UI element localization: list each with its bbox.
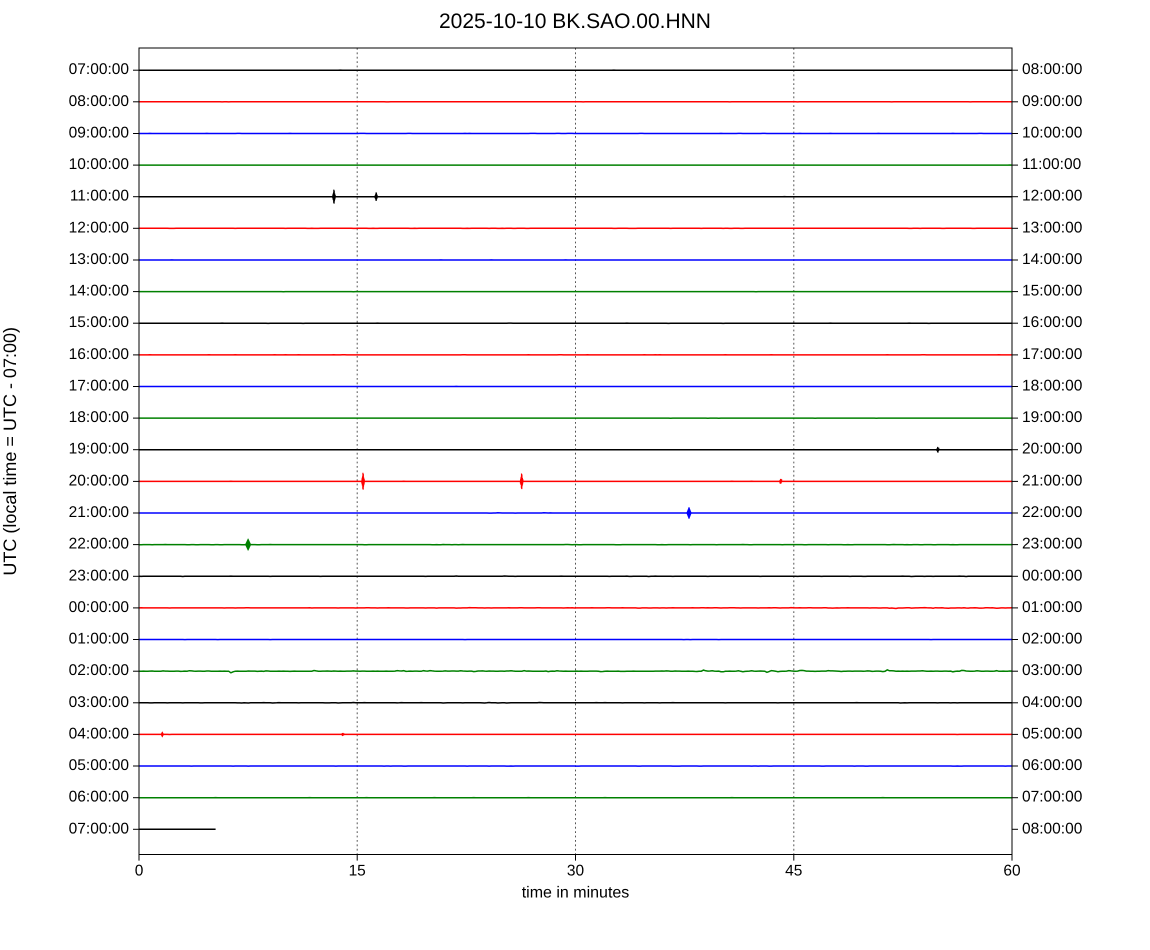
svg-text:13:00:00: 13:00:00	[1022, 219, 1083, 236]
svg-text:17:00:00: 17:00:00	[69, 378, 130, 395]
svg-text:09:00:00: 09:00:00	[69, 125, 130, 142]
svg-text:18:00:00: 18:00:00	[69, 409, 130, 426]
svg-text:20:00:00: 20:00:00	[1022, 441, 1083, 458]
svg-text:05:00:00: 05:00:00	[1022, 725, 1083, 742]
svg-text:23:00:00: 23:00:00	[1022, 536, 1083, 553]
svg-text:45: 45	[785, 863, 802, 880]
svg-text:time in minutes: time in minutes	[522, 885, 630, 902]
svg-text:30: 30	[567, 863, 585, 880]
svg-text:10:00:00: 10:00:00	[69, 156, 130, 173]
svg-text:12:00:00: 12:00:00	[69, 219, 130, 236]
svg-text:19:00:00: 19:00:00	[1022, 409, 1083, 426]
svg-text:07:00:00: 07:00:00	[69, 820, 130, 837]
svg-text:60: 60	[1003, 863, 1021, 880]
svg-text:20:00:00: 20:00:00	[69, 472, 130, 489]
svg-text:11:00:00: 11:00:00	[70, 188, 130, 205]
svg-text:11:00:00: 11:00:00	[1022, 156, 1082, 173]
svg-text:03:00:00: 03:00:00	[1022, 662, 1083, 679]
svg-text:00:00:00: 00:00:00	[69, 599, 130, 616]
svg-text:04:00:00: 04:00:00	[1022, 694, 1083, 711]
svg-text:23:00:00: 23:00:00	[69, 567, 130, 584]
svg-text:07:00:00: 07:00:00	[1022, 789, 1083, 806]
svg-text:02:00:00: 02:00:00	[69, 662, 130, 679]
svg-text:06:00:00: 06:00:00	[1022, 757, 1083, 774]
svg-text:22:00:00: 22:00:00	[69, 536, 130, 553]
svg-text:21:00:00: 21:00:00	[69, 504, 130, 521]
svg-text:15:00:00: 15:00:00	[1022, 283, 1083, 300]
svg-text:2025-10-10 BK.SAO.00.HNN: 2025-10-10 BK.SAO.00.HNN	[439, 10, 711, 33]
svg-text:14:00:00: 14:00:00	[69, 283, 130, 300]
svg-text:22:00:00: 22:00:00	[1022, 504, 1083, 521]
svg-text:03:00:00: 03:00:00	[69, 694, 130, 711]
svg-text:16:00:00: 16:00:00	[1022, 314, 1083, 331]
svg-text:06:00:00: 06:00:00	[69, 789, 130, 806]
svg-text:16:00:00: 16:00:00	[69, 346, 130, 363]
svg-text:10:00:00: 10:00:00	[1022, 125, 1083, 142]
svg-text:01:00:00: 01:00:00	[69, 631, 130, 648]
svg-text:0: 0	[135, 863, 144, 880]
svg-text:21:00:00: 21:00:00	[1022, 472, 1083, 489]
svg-text:09:00:00: 09:00:00	[1022, 93, 1083, 110]
svg-text:08:00:00: 08:00:00	[1022, 820, 1083, 837]
svg-text:02:00:00: 02:00:00	[1022, 631, 1083, 648]
svg-text:13:00:00: 13:00:00	[69, 251, 130, 268]
svg-text:05:00:00: 05:00:00	[69, 757, 130, 774]
svg-text:12:00:00: 12:00:00	[1022, 188, 1083, 205]
svg-text:UTC (local time = UTC - 07:00): UTC (local time = UTC - 07:00)	[0, 327, 20, 576]
svg-text:15: 15	[349, 863, 366, 880]
svg-text:17:00:00: 17:00:00	[1022, 346, 1083, 363]
svg-text:15:00:00: 15:00:00	[69, 314, 130, 331]
svg-text:18:00:00: 18:00:00	[1022, 378, 1083, 395]
svg-text:04:00:00: 04:00:00	[69, 725, 130, 742]
svg-text:08:00:00: 08:00:00	[1022, 61, 1083, 78]
svg-text:14:00:00: 14:00:00	[1022, 251, 1083, 268]
svg-text:07:00:00: 07:00:00	[69, 61, 130, 78]
svg-text:08:00:00: 08:00:00	[69, 93, 130, 110]
svg-text:01:00:00: 01:00:00	[1022, 599, 1083, 616]
svg-text:19:00:00: 19:00:00	[69, 441, 130, 458]
svg-text:00:00:00: 00:00:00	[1022, 567, 1083, 584]
